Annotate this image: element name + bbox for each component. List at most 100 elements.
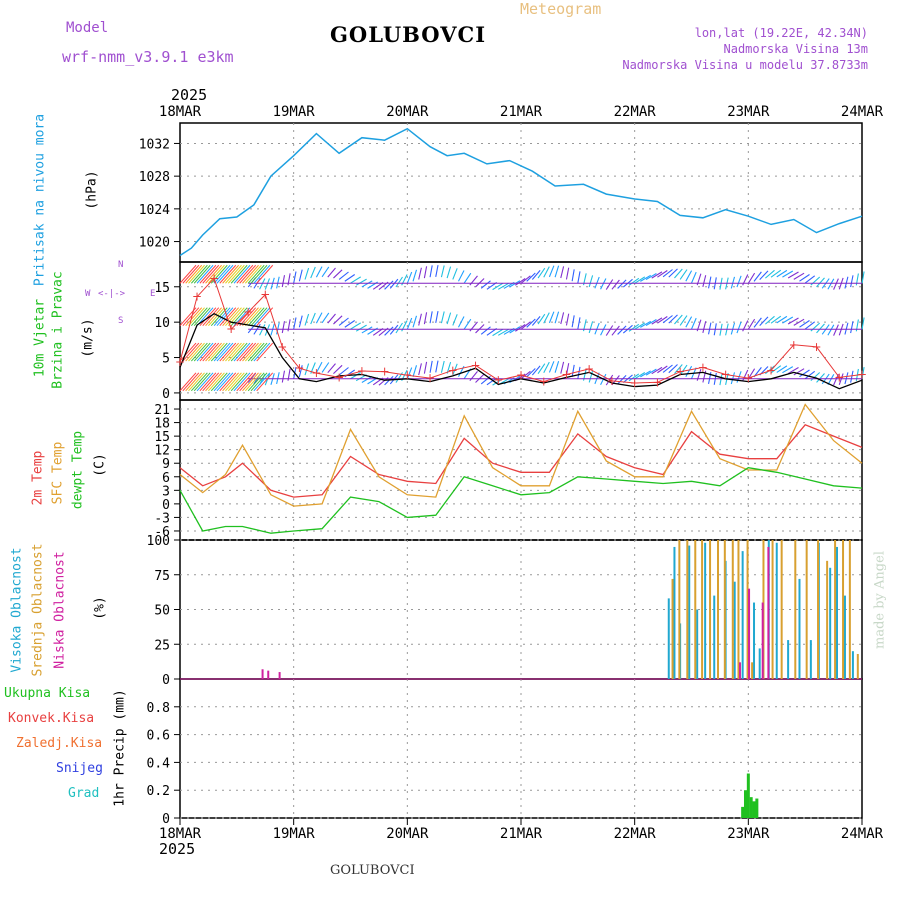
wind-gust-marker: + [675,365,685,379]
wind-unit: (m/s) [80,318,96,358]
cloud-bar-1 [751,662,754,679]
wind-arrow [588,275,594,288]
wind-hatch [247,307,265,327]
wind-arrow [423,266,428,279]
wind-arrow [634,322,646,330]
wind-arrow [782,316,794,324]
wind-hatch [256,342,274,362]
wind-arrow [520,370,531,380]
wind-arrow [543,361,550,373]
wind-gust-marker: + [516,368,526,382]
wind-arrow [429,360,433,373]
wind-arrow [395,322,403,334]
wind-hatch [230,372,248,392]
wind-arrow [685,270,693,282]
wind-arrow [770,365,782,374]
wind-arrow [588,321,594,334]
wind-hatch [242,264,259,284]
wind-arrow [804,321,816,330]
cloud-bar-1 [746,540,749,679]
x-tick-label-bottom: 24MAR [841,826,884,842]
cloud-unit: (%) [92,596,108,620]
wind-arrow [634,372,646,380]
wind-hatch [193,264,211,284]
wind-arrow [765,315,775,325]
wind-hatch [185,342,203,362]
wind-arrow [645,319,657,327]
wind-arrow [321,266,330,278]
wind-hatch [225,372,242,392]
wind-arrow [787,271,799,279]
wind-arrow [765,269,775,279]
wind-arrow [640,370,651,378]
cloud-bar-1 [834,540,837,679]
wind-arrow [554,361,560,373]
cloud-bar-1 [686,540,689,679]
precip-axis-tick-label: 0.8 [147,701,170,716]
wind-arrow [770,315,782,324]
wind-arrow [531,270,541,280]
wind-title-1: 10m Vjetar [32,298,48,378]
wind-hatch [230,342,248,362]
cloud-bar-1 [856,653,859,679]
cloud-axis-tick-label: 100 [147,534,170,549]
wind-gust-marker: + [630,376,640,390]
wind-arrow [281,275,286,288]
wind-arrow [276,276,280,289]
wind-arrow [469,321,478,332]
wind-arrow [412,365,418,377]
wind-arrow [674,314,683,325]
wind-arrow [577,317,581,330]
wind-hatch [244,342,262,362]
cloud-bar-1 [794,540,797,679]
wind-gust-marker: + [294,361,304,375]
pressure-axis-tick-label: 1032 [139,137,170,152]
wind-arrow [384,280,394,290]
cloud-bar-2 [748,588,751,679]
precip-freez-label: Zaledj.Kisa [16,736,103,751]
wind-arrow [634,276,646,284]
wind-arrow [259,278,266,290]
wind-arrow [321,362,330,373]
wind-hatch [256,372,274,392]
wind-hatch [230,264,248,284]
temp-line-0 [179,424,863,498]
wind-gust-marker: + [425,371,435,385]
wind-hatch [244,264,262,284]
wind-hatch [253,307,271,327]
x-tick-label-top: 18MAR [159,104,202,120]
x-tick-label-bottom: 22MAR [614,826,657,842]
precip-hail-label: Grad [68,786,100,801]
wind-arrow [747,318,756,330]
wind-hatch [239,342,257,362]
wind-gust-marker: + [652,375,662,389]
wind-arrow [338,271,349,280]
wind-arrow [662,364,673,373]
wind-arrow [804,370,816,380]
wind-arrow [628,373,640,382]
wind-arrow [429,265,433,278]
cloud-bar-1 [694,540,697,679]
x-tick-label-bottom: 20MAR [386,826,429,842]
pressure-unit: (hPa) [84,170,100,210]
wind-arrow [668,268,678,278]
panel-frame-0 [179,122,863,263]
x-tick-label-top: 22MAR [614,104,657,120]
wind-arrow [844,372,849,385]
panel-frame-4 [179,678,863,819]
wind-arrow [412,269,418,282]
wind-arrow [389,324,399,335]
temp-axis-tick-label: 3 [162,484,170,499]
wind-arrow [628,277,640,286]
wind-arrow [321,312,330,324]
wind-arrow [577,366,581,379]
cloud-bar-0 [758,648,761,679]
wind-arrow [435,264,439,277]
wind-arrow [310,266,316,279]
wind-hatch [208,372,225,392]
wind-arrow [730,372,736,385]
wind-arrow [730,276,736,289]
wind-arrow [617,279,627,289]
dewpt-title: dewpt Temp [70,430,86,510]
wind-arrow [657,316,668,324]
